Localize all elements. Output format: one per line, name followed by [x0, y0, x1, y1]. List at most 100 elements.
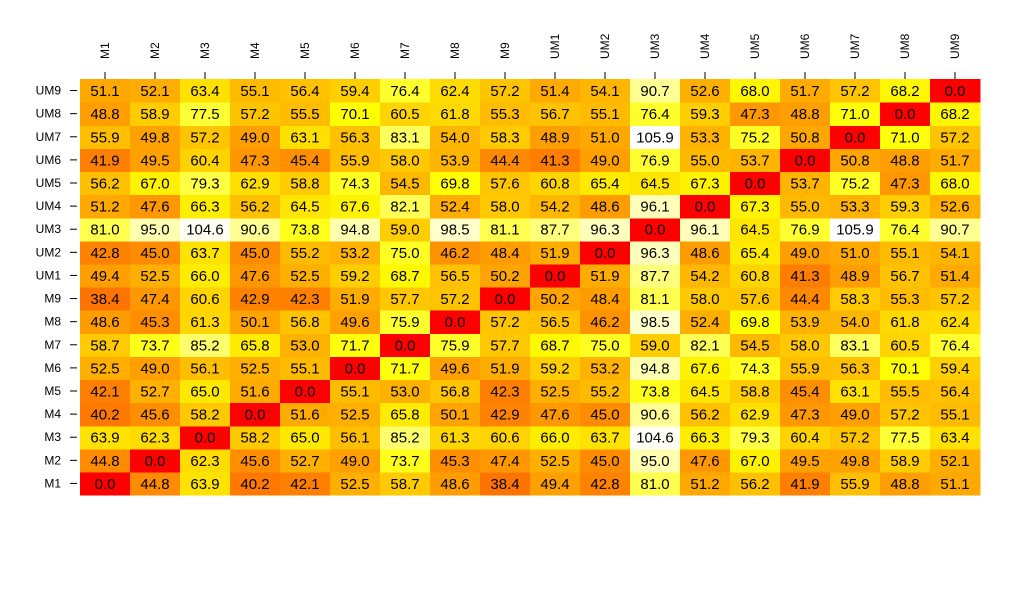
heatmap-cell-UM2-UM1: [530, 240, 581, 265]
heatmap-cell-M2-UM6: [780, 448, 831, 473]
cell-value-UM3-UM7: 105.9: [836, 222, 874, 239]
cell-value-M5-M8: 56.8: [440, 384, 469, 401]
cell-value-UM6-UM4: 55.0: [690, 152, 719, 169]
heatmap-cell-M4-UM6: [780, 402, 831, 427]
heatmap-cell-UM2-M2: [130, 240, 181, 265]
heatmap-cell-UM9-UM9: [930, 79, 981, 103]
heatmap-cell-UM3-UM8: [880, 217, 931, 242]
cell-value-M6-M2: 49.0: [140, 360, 169, 377]
cell-value-M6-UM8: 70.1: [890, 360, 919, 377]
cell-value-UM8-UM6: 48.8: [790, 106, 819, 123]
heatmap-cell-UM7-M9: [480, 125, 531, 149]
cell-value-UM9-UM4: 52.6: [690, 83, 719, 100]
heatmap-cell-UM5-UM3: [630, 171, 681, 196]
heatmap-cell-UM5-UM7: [830, 171, 881, 196]
cell-value-M9-M2: 47.4: [140, 291, 169, 308]
heatmap-cell-M5-M5: [280, 379, 331, 404]
cell-value-M3-UM8: 77.5: [890, 430, 919, 447]
heatmap-cell-M3-UM9: [930, 425, 981, 450]
heatmap-cell-UM3-UM2: [580, 217, 631, 242]
heatmap-cell-M4-M6: [330, 402, 381, 427]
y-tick-label-M7: M7: [44, 338, 61, 352]
cell-value-UM6-M2: 49.5: [140, 152, 169, 169]
y-tick-label-UM7: UM7: [36, 130, 62, 144]
heatmap-cell-UM7-UM1: [530, 125, 581, 149]
heatmap-cell-UM9-M5: [280, 79, 331, 103]
cell-value-M8-M1: 48.6: [90, 314, 119, 331]
cell-value-UM4-UM1: 54.2: [540, 199, 569, 216]
heatmap-cell-UM1-M9: [480, 263, 531, 288]
cell-value-UM6-M4: 47.3: [240, 152, 269, 169]
cell-value-M9-M8: 57.2: [440, 291, 469, 308]
cell-value-M5-UM8: 55.5: [890, 384, 919, 401]
cell-value-UM1-UM9: 51.4: [940, 268, 969, 285]
heatmap-cell-M3-UM5: [730, 425, 781, 450]
cell-value-M7-M3: 85.2: [190, 337, 219, 354]
heatmap-cell-M7-UM1: [530, 333, 581, 357]
heatmap-cell-UM5-UM4: [680, 171, 731, 196]
heatmap-cell-M7-M2: [130, 333, 181, 357]
heatmap-cell-UM4-UM9: [930, 194, 981, 219]
heatmap-cell-M9-M8: [430, 287, 481, 311]
heatmap-cell-M4-UM4: [680, 402, 731, 427]
x-tick-label-UM3: UM3: [648, 33, 662, 59]
heatmap-cell-M8-M8: [430, 310, 481, 334]
cell-value-M2-M8: 45.3: [440, 453, 469, 470]
heatmap-cell-UM4-M8: [430, 194, 481, 219]
heatmap-cell-M3-UM4: [680, 425, 731, 450]
heatmap-cell-UM8-M1: [80, 102, 131, 126]
cell-value-M8-M6: 49.6: [340, 314, 369, 331]
cell-value-UM5-M8: 69.8: [440, 176, 469, 193]
heatmap-cell-UM2-UM5: [730, 240, 781, 265]
heatmap-cell-UM9-M3: [180, 79, 231, 103]
cell-value-M1-UM3: 81.0: [640, 476, 669, 493]
cell-value-M8-M9: 57.2: [490, 314, 519, 331]
cell-value-M2-UM2: 45.0: [590, 453, 619, 470]
heatmap-cell-M5-M7: [380, 379, 431, 404]
cell-value-UM9-M3: 63.4: [190, 83, 219, 100]
cell-value-UM2-UM2: 0.0: [595, 245, 616, 262]
heatmap-cell-M9-M3: [180, 287, 231, 311]
cell-value-M2-M6: 49.0: [340, 453, 369, 470]
cell-value-UM1-UM2: 51.9: [590, 268, 619, 285]
cell-value-UM4-UM2: 48.6: [590, 199, 619, 216]
cell-value-M4-M2: 45.6: [140, 407, 169, 424]
heatmap-cell-UM3-M2: [130, 217, 181, 242]
cell-value-UM7-UM1: 48.9: [540, 129, 569, 146]
cell-value-UM5-M9: 57.6: [490, 176, 519, 193]
cell-value-UM8-UM5: 47.3: [740, 106, 769, 123]
heatmap-cell-UM6-UM4: [680, 148, 731, 173]
heatmap-cell-UM9-UM1: [530, 79, 581, 103]
cell-value-UM7-UM6: 50.8: [790, 129, 819, 146]
heatmap-cell-M3-UM6: [780, 425, 831, 450]
heatmap-cell-M8-M5: [280, 310, 331, 334]
heatmap-cell-UM5-M9: [480, 171, 531, 196]
heatmap-cell-UM4-UM4: [680, 194, 731, 219]
heatmap-cell-M8-M9: [480, 310, 531, 334]
heatmap-cell-M8-UM7: [830, 310, 881, 334]
cell-value-UM7-M2: 49.8: [140, 129, 169, 146]
heatmap-cell-UM6-UM3: [630, 148, 681, 173]
heatmap-cell-M7-M4: [230, 333, 281, 357]
heatmap-cell-M7-UM6: [780, 333, 831, 357]
cell-value-UM7-M8: 54.0: [440, 129, 469, 146]
heatmap-cell-M2-UM5: [730, 448, 781, 473]
cell-value-M6-UM6: 55.9: [790, 360, 819, 377]
heatmap-cell-UM6-M5: [280, 148, 331, 173]
heatmap-cell-M7-M3: [180, 333, 231, 357]
cell-value-UM6-UM2: 49.0: [590, 152, 619, 169]
cell-value-M7-M8: 75.9: [440, 337, 469, 354]
cell-value-UM3-UM3: 0.0: [645, 222, 666, 239]
heatmap-cell-M5-UM2: [580, 379, 631, 404]
cell-value-UM4-M1: 51.2: [90, 199, 119, 216]
heatmap-cell-UM7-UM3: [630, 125, 681, 149]
cell-value-M9-UM4: 58.0: [690, 291, 719, 308]
cell-value-UM8-UM7: 71.0: [840, 106, 869, 123]
heatmap-cell-M4-UM2: [580, 402, 631, 427]
heatmap-cell-M6-UM3: [630, 356, 681, 381]
heatmap-cell-M1-M2: [130, 471, 181, 496]
heatmap-cell-M8-UM5: [730, 310, 781, 334]
heatmap-cell-M6-UM9: [930, 356, 981, 381]
heatmap-cell-M6-UM6: [780, 356, 831, 381]
heatmap-cell-M1-M6: [330, 471, 381, 496]
